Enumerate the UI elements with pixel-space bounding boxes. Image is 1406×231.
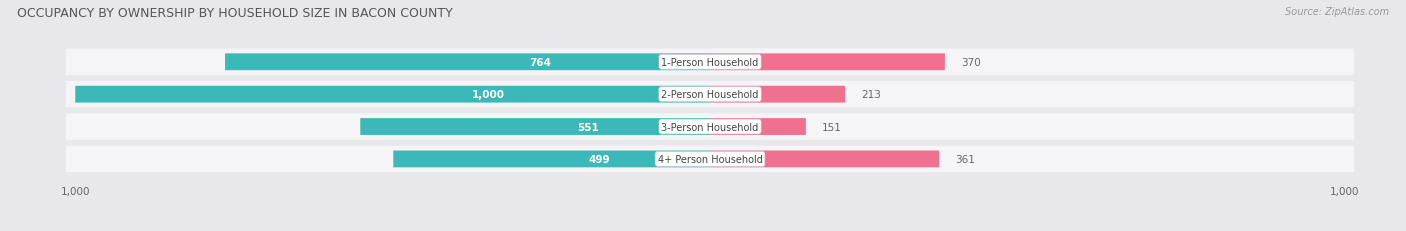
FancyBboxPatch shape — [63, 112, 1357, 142]
FancyBboxPatch shape — [63, 80, 1357, 109]
FancyBboxPatch shape — [710, 119, 806, 135]
FancyBboxPatch shape — [66, 146, 1354, 173]
Text: 764: 764 — [529, 58, 551, 67]
FancyBboxPatch shape — [63, 145, 1357, 174]
FancyBboxPatch shape — [66, 49, 1354, 76]
FancyBboxPatch shape — [710, 151, 939, 168]
Text: 3-Person Household: 3-Person Household — [661, 122, 759, 132]
FancyBboxPatch shape — [63, 48, 1357, 77]
Text: Source: ZipAtlas.com: Source: ZipAtlas.com — [1285, 7, 1389, 17]
Text: 551: 551 — [576, 122, 599, 132]
Text: 1,000: 1,000 — [471, 90, 505, 100]
FancyBboxPatch shape — [394, 151, 710, 168]
Text: 499: 499 — [588, 154, 610, 164]
Text: 151: 151 — [821, 122, 842, 132]
FancyBboxPatch shape — [66, 82, 1354, 108]
Text: 1-Person Household: 1-Person Household — [661, 58, 759, 67]
Text: 2-Person Household: 2-Person Household — [661, 90, 759, 100]
Text: OCCUPANCY BY OWNERSHIP BY HOUSEHOLD SIZE IN BACON COUNTY: OCCUPANCY BY OWNERSHIP BY HOUSEHOLD SIZE… — [17, 7, 453, 20]
FancyBboxPatch shape — [710, 54, 945, 71]
FancyBboxPatch shape — [76, 86, 710, 103]
FancyBboxPatch shape — [225, 54, 710, 71]
Text: 4+ Person Household: 4+ Person Household — [658, 154, 762, 164]
FancyBboxPatch shape — [710, 86, 845, 103]
FancyBboxPatch shape — [360, 119, 710, 135]
FancyBboxPatch shape — [66, 114, 1354, 140]
Text: 361: 361 — [955, 154, 974, 164]
Text: 370: 370 — [960, 58, 980, 67]
Text: 213: 213 — [860, 90, 882, 100]
